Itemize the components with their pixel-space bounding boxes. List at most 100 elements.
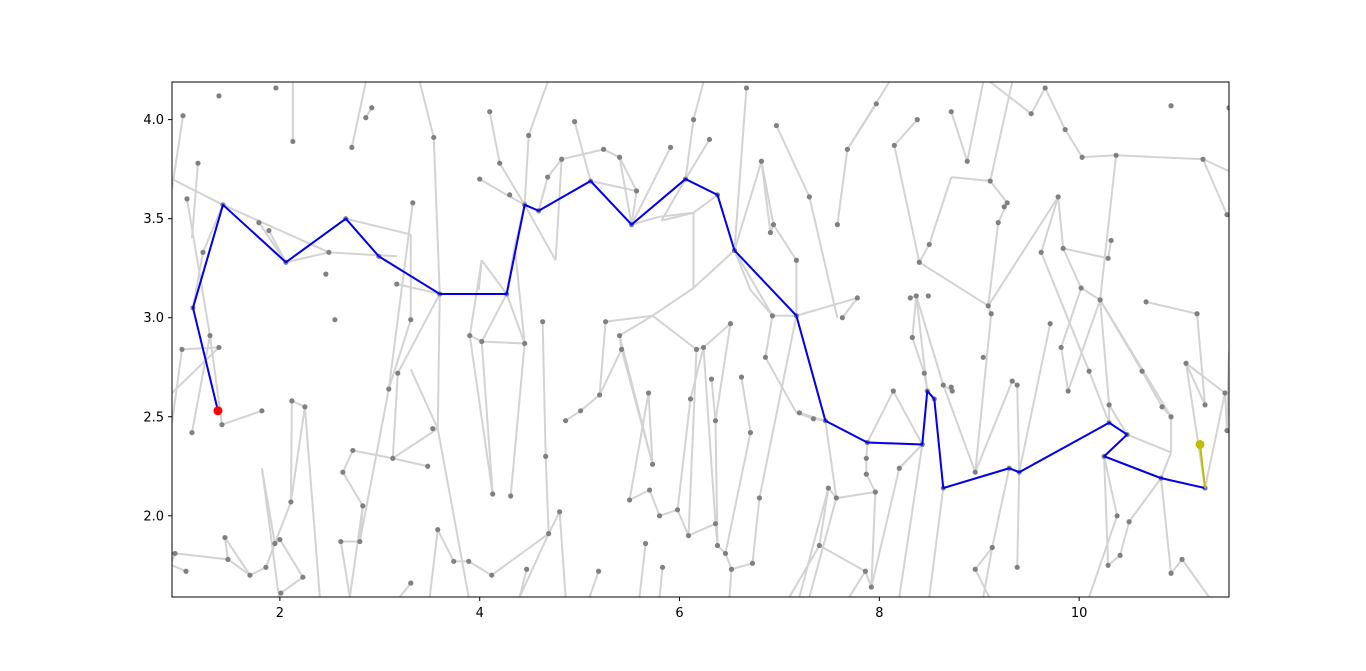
graph-node [546,531,552,537]
axes-frame [171,81,1230,598]
x-axis: 2 4 6 8 10 [276,597,1087,621]
graph-edge [918,261,989,307]
graph-edge [702,347,717,524]
graph-edge [942,384,977,473]
graph-edge [911,337,926,374]
graph-edge [751,497,761,564]
graph-node [302,404,308,410]
graph-edge [631,215,660,226]
graph-edge [598,348,623,396]
graph-node [1060,245,1066,251]
graph-node [690,117,697,123]
graph-edge [598,321,607,396]
graph-edge [733,87,748,251]
graph-node [338,538,344,545]
graph-edge [518,569,528,597]
graph-edge [630,146,672,226]
graph-edge [491,532,550,577]
graph-node [796,410,803,416]
graph-edge [989,82,1032,115]
graph-edge [1057,196,1065,249]
graph-node [616,154,623,160]
graph-node [490,491,496,497]
graph-edge [1062,247,1083,289]
y-tick-label: 3.5 [143,212,164,227]
graph-node [1028,111,1034,117]
graph-edge [684,138,711,180]
graph-node [1202,402,1208,408]
graph-node [972,566,978,572]
graph-edge [227,558,251,577]
graph-edge [1119,521,1131,556]
graph-node [323,271,329,277]
graph-node [300,574,306,580]
graph-edge [527,82,549,136]
graph-node [659,564,666,570]
graph-node [712,418,719,424]
graph-edge [409,368,439,430]
graph-edge [638,543,647,597]
graph-edge [848,570,867,597]
graph-edge [651,287,695,317]
graph-node [216,93,222,99]
graph-edge [513,246,526,344]
graph-edge [1103,456,1119,517]
graph-node [940,382,946,388]
graph-edge [659,211,694,218]
graph-edge [544,456,550,534]
graph-node [172,550,178,557]
graph-node [410,200,416,206]
graph-edge [898,444,924,597]
graph-edge [190,163,199,239]
graph-node [256,220,262,226]
graph-node [183,568,189,574]
graph-edge [692,194,719,214]
x-tick-label: 8 [875,606,883,621]
graph-edge [392,457,428,468]
graph-edge [1128,477,1162,523]
graph-edge [865,442,869,459]
graph-edge [224,537,251,576]
graph-edge [1082,154,1117,159]
graph-edge [692,249,736,289]
graph-edge [974,546,994,570]
graph-node [540,319,546,325]
graph-edge [764,315,774,358]
graph-node [184,196,190,202]
graph-edge [280,576,304,594]
graph-node [600,146,607,152]
graph-edge [345,217,412,236]
graph-edge [893,145,921,263]
graph-edge [396,283,440,295]
graph-node [408,317,414,323]
graph-edge [618,157,633,225]
graph-node [278,590,284,596]
graph-edge [987,222,1000,306]
graph-edge [1196,313,1207,405]
graph-edge [1060,287,1083,348]
graph-edge [1016,472,1021,568]
graph-node [225,556,231,562]
graph-node [949,388,955,394]
graph-edge [974,380,1014,473]
graph-node [340,469,346,475]
graph-node [507,192,513,198]
graph-node [1014,382,1020,388]
graph-node [1014,564,1020,570]
graph-node [431,134,437,141]
graph-node [747,429,754,436]
graph-node [180,113,186,119]
graph-edge [928,176,953,245]
graph-node [477,176,483,182]
graph-edge [468,560,493,577]
graph-edge [387,319,412,390]
graph-edge [1088,515,1119,597]
graph-node [890,388,896,394]
graph-edge [436,428,470,597]
graph-edge [341,450,354,473]
graph-node [1058,344,1064,351]
graph-edge [991,468,1011,548]
graph-node [633,188,640,194]
graph-edge [358,388,390,542]
